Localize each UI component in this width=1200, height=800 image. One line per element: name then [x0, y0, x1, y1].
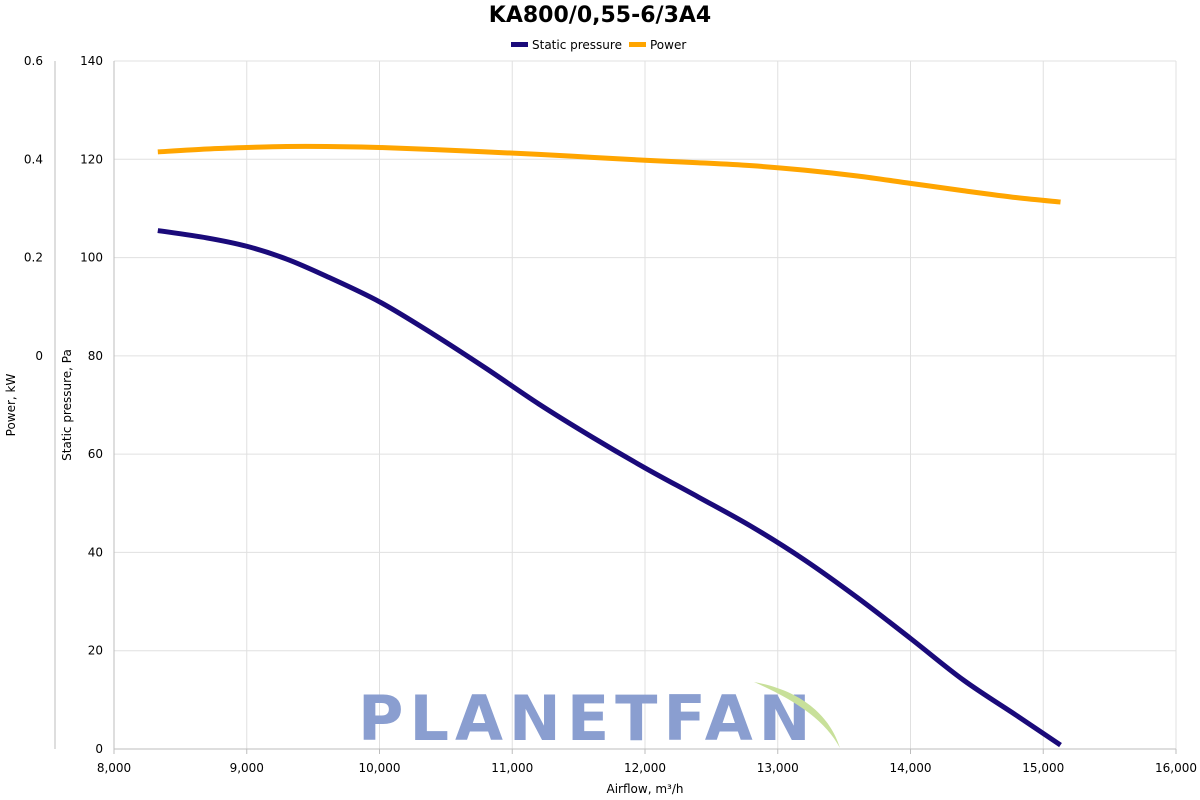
axes: 8,000 9,000 10,000 11,000 12,000 13,000 14,000… [24, 54, 1197, 775]
power-tick-label: 0.6 [24, 54, 43, 68]
pressure-tick-label: 80 [88, 349, 103, 363]
legend-label: Power [650, 38, 686, 52]
power-tick-label: 0.2 [24, 251, 43, 265]
watermark: PLANETFAN [358, 682, 840, 755]
pressure-tick-label: 20 [88, 644, 103, 658]
x-tick-label: 12,000 [624, 761, 666, 775]
legend-swatch [629, 42, 646, 47]
power-axis-title: Power, kW [4, 374, 18, 437]
x-tick-label: 11,000 [491, 761, 533, 775]
pressure-tick-label: 140 [80, 54, 103, 68]
x-tick-label: 14,000 [890, 761, 932, 775]
power-series-line [157, 143, 1061, 205]
watermark-text: PLANETFAN [358, 682, 817, 755]
power-tick-label: 0 [35, 349, 43, 363]
legend: Static pressure Power [511, 38, 686, 52]
pressure-axis-title: Static pressure, Pa [60, 349, 74, 461]
x-tick-label: 15,000 [1022, 761, 1064, 775]
grid [113, 60, 1177, 750]
pressure-tick-label: 120 [80, 152, 103, 166]
legend-swatch [511, 42, 528, 47]
power-tick-label: 0.4 [24, 152, 43, 166]
pressure-tick-label: 0 [95, 742, 103, 756]
x-axis-title: Airflow, m³/h [607, 782, 684, 796]
x-tick-label: 16,000 [1155, 761, 1197, 775]
chart-title: KA800/0,55-6/3A4 [489, 3, 711, 28]
series [157, 143, 1062, 748]
pressure-tick-label: 60 [88, 447, 103, 461]
x-tick-label: 9,000 [230, 761, 264, 775]
legend-item-static-pressure: Static pressure [511, 38, 622, 52]
pressure-tick-label: 100 [80, 251, 103, 265]
legend-label: Static pressure [532, 38, 622, 52]
x-tick-label: 10,000 [359, 761, 401, 775]
pressure-tick-label: 40 [88, 545, 103, 559]
x-tick-label: 13,000 [757, 761, 799, 775]
legend-item-power: Power [629, 38, 686, 52]
x-tick-label: 8,000 [97, 761, 131, 775]
static-pressure-series-line [157, 228, 1062, 748]
